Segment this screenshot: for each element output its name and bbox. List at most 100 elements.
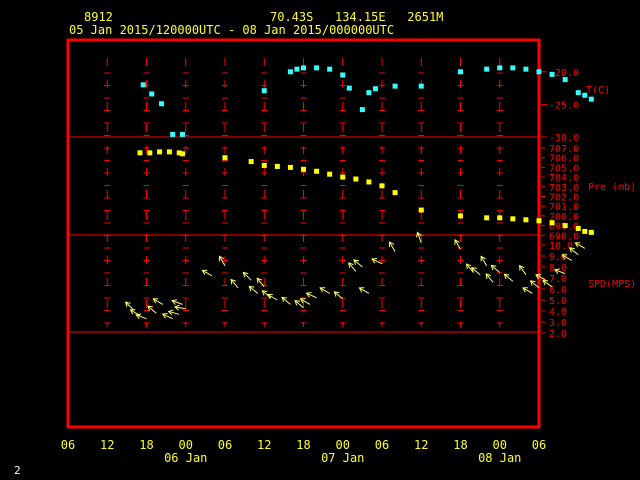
wind-arrow-41 xyxy=(553,268,566,275)
pres-point-0 xyxy=(137,150,143,156)
pres-point-20 xyxy=(458,213,463,219)
pres-point-12 xyxy=(314,168,320,174)
tick-label-pres-3: 704.0 xyxy=(549,173,579,184)
wind-arrow-9 xyxy=(201,269,213,277)
grid-cross-marks xyxy=(104,72,503,324)
pres-point-15 xyxy=(353,176,359,182)
wind-arrow-14 xyxy=(256,277,265,288)
temp-point-17 xyxy=(418,83,424,89)
x-tick-label-12: 06 xyxy=(532,438,546,452)
wind-arrow-19 xyxy=(299,298,311,305)
wind-arrow-17 xyxy=(281,296,291,305)
temp-point-23 xyxy=(536,69,542,75)
page-number: 2 xyxy=(14,464,21,477)
pres-point-30 xyxy=(588,229,594,235)
temp-point-27 xyxy=(582,92,588,98)
temp-point-26 xyxy=(575,90,581,96)
tick-label-wind-4: 6.0 xyxy=(549,285,567,296)
tick-label-pres-1: 706.0 xyxy=(549,154,579,165)
temp-point-21 xyxy=(510,65,516,71)
wind-arrow-36 xyxy=(519,264,527,275)
tick-label-wind-0: 10.0 xyxy=(549,241,573,252)
wind-arrow-10 xyxy=(218,255,226,267)
temp-point-25 xyxy=(562,77,568,83)
pres-point-1 xyxy=(147,150,153,156)
temp-point-7 xyxy=(294,66,300,72)
wind-arrow-18 xyxy=(294,300,304,309)
wind-arrow-21 xyxy=(319,287,330,294)
tick-label-wind-2: 8.0 xyxy=(549,263,567,274)
tick-label-pres-6: 701.0 xyxy=(549,202,579,213)
x-tick-label-10: 18 xyxy=(453,438,467,452)
wind-arrow-26 xyxy=(371,258,383,265)
pres-point-9 xyxy=(274,163,280,169)
wind-arrow-28 xyxy=(416,231,422,243)
tick-label-pres-0: 707.0 xyxy=(549,144,579,155)
tick-label-pres-5: 702.0 xyxy=(549,193,579,204)
wind-arrow-8 xyxy=(173,304,186,311)
tick-label-wind-5: 5.0 xyxy=(549,296,567,307)
tick-label-temp-0: -20.0 xyxy=(549,68,579,79)
pres-point-7 xyxy=(248,159,254,165)
wind-arrow-13 xyxy=(248,285,259,294)
temp-point-28 xyxy=(588,96,594,102)
wind-arrow-3 xyxy=(147,305,157,314)
pres-point-10 xyxy=(287,164,293,170)
temp-point-10 xyxy=(327,66,333,72)
date-label-0: 06 Jan xyxy=(164,451,207,465)
tick-label-pres-9: 698.0 xyxy=(549,231,579,242)
temp-point-4 xyxy=(179,131,185,137)
wind-arrow-5 xyxy=(161,313,173,320)
axis-label-wind: SPD(MPS) xyxy=(588,279,636,290)
wind-arrow-20 xyxy=(305,292,317,299)
temp-point-8 xyxy=(301,65,306,71)
station-location: 70.43S 134.15E 2651M xyxy=(270,10,444,24)
pres-point-5 xyxy=(179,151,185,157)
x-tick-label-8: 06 xyxy=(375,438,389,452)
temp-point-6 xyxy=(287,69,293,75)
pres-point-6 xyxy=(222,155,228,161)
pres-point-25 xyxy=(536,218,542,224)
tick-label-wind-6: 4.0 xyxy=(549,307,567,318)
pres-point-13 xyxy=(327,171,333,177)
x-tick-label-3: 00 xyxy=(179,438,193,452)
plot-frame xyxy=(66,38,541,429)
wind-arrow-23 xyxy=(348,262,357,272)
pres-point-23 xyxy=(510,216,516,222)
wind-arrow-39 xyxy=(535,274,546,281)
temp-point-18 xyxy=(458,69,463,75)
tick-label-wind-8: 2.0 xyxy=(549,329,567,340)
temp-point-20 xyxy=(497,65,503,71)
wind-arrow-31 xyxy=(470,267,481,276)
pres-point-28 xyxy=(575,226,581,232)
axis-label-temp: T(C) xyxy=(586,85,610,96)
wind-arrow-40 xyxy=(542,279,553,288)
tick-label-wind-7: 3.0 xyxy=(549,318,567,329)
wind-arrow-25 xyxy=(358,287,370,294)
temp-point-3 xyxy=(170,131,176,137)
tick-label-pres-7: 700.0 xyxy=(549,212,579,223)
temp-point-2 xyxy=(159,101,165,107)
x-tick-label-1: 12 xyxy=(100,438,114,452)
x-tick-label-0: 06 xyxy=(61,438,75,452)
axis-label-pres: Pre (mb) xyxy=(588,182,636,193)
tick-label-temp-2: -30.0 xyxy=(549,133,579,144)
temp-point-16 xyxy=(392,83,398,89)
temp-point-9 xyxy=(314,65,320,71)
station-id: 8912 xyxy=(84,10,113,24)
wind-arrow-2 xyxy=(135,313,147,320)
temp-point-1 xyxy=(149,91,155,97)
wind-arrow-33 xyxy=(485,273,494,283)
wind-arrow-4 xyxy=(152,298,164,305)
pres-point-8 xyxy=(261,162,267,168)
pres-point-21 xyxy=(484,215,490,221)
tick-label-pres-2: 705.0 xyxy=(549,163,579,174)
wind-arrow-44 xyxy=(574,242,586,249)
wind-arrow-42 xyxy=(561,254,572,261)
pres-point-29 xyxy=(582,228,588,234)
pres-point-11 xyxy=(301,166,306,172)
temp-point-11 xyxy=(340,72,346,78)
pres-point-14 xyxy=(340,174,346,180)
x-tick-label-7: 00 xyxy=(336,438,350,452)
